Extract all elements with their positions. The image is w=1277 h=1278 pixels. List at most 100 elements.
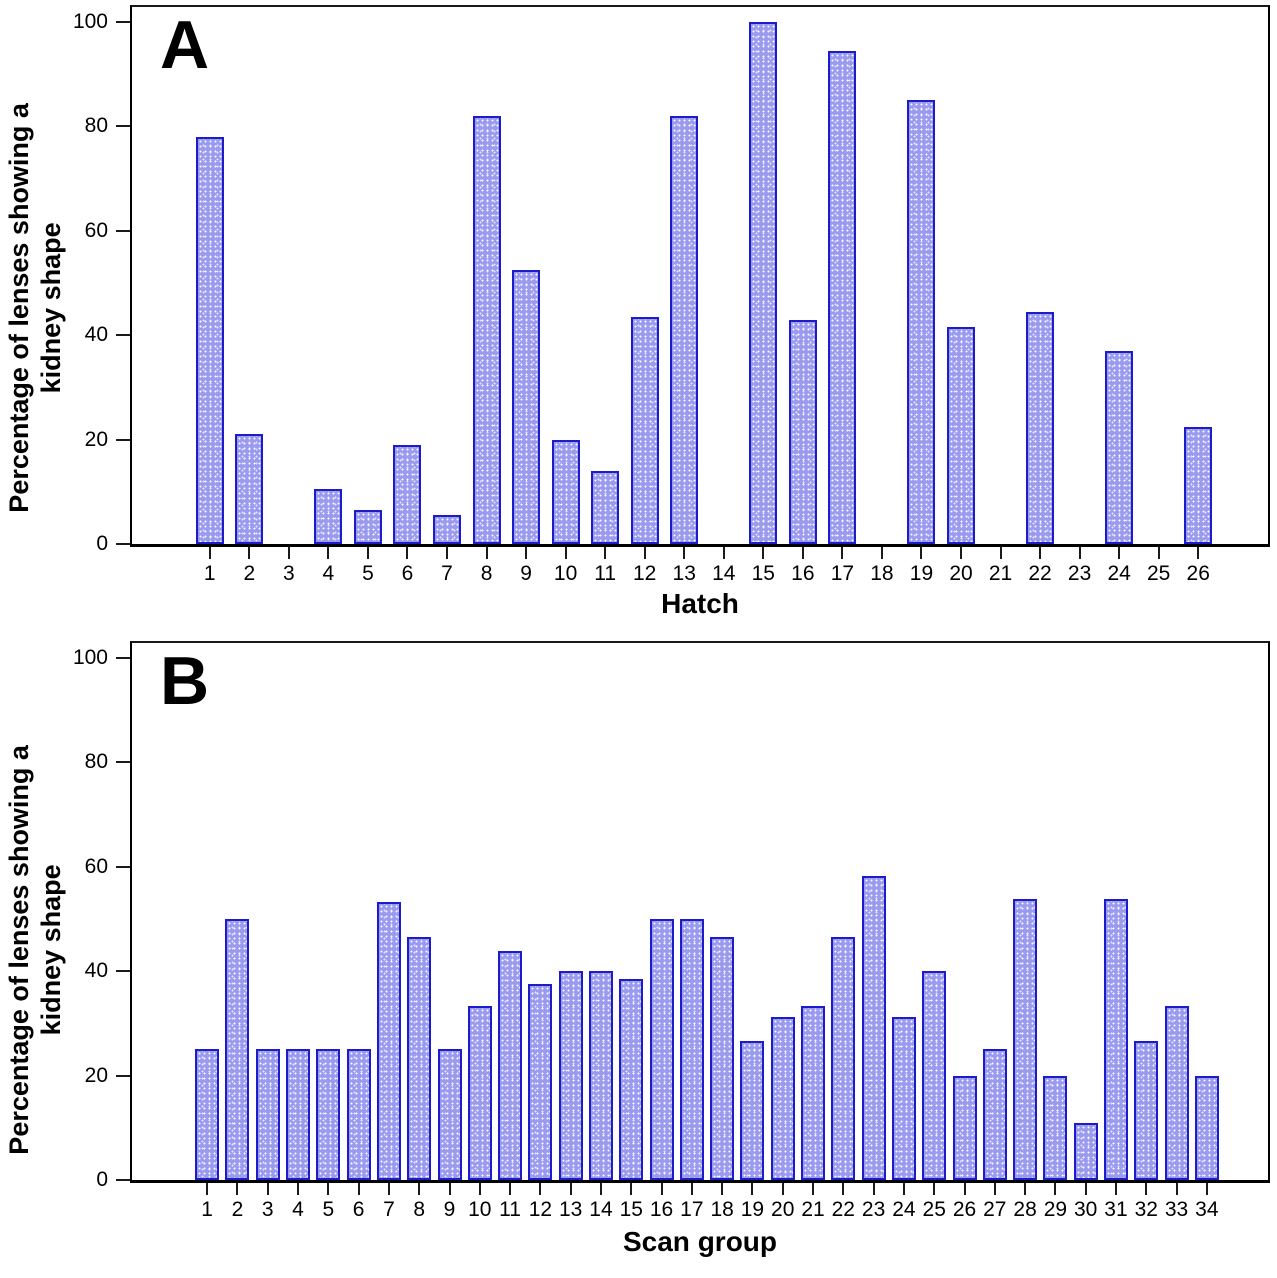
x-tick	[1039, 547, 1042, 559]
y-axis-title-line2: kidney shape	[36, 864, 66, 1036]
panel-b: Percentage of lenses showing a kidney sh…	[0, 630, 1277, 1278]
x-tick	[287, 547, 290, 559]
x-tick	[683, 547, 686, 559]
x-tick-label: 12	[528, 1198, 553, 1221]
y-axis-title-line1: Percentage of lenses showing a	[4, 745, 35, 1155]
x-tick-label: 15	[619, 1198, 643, 1221]
bar	[710, 937, 735, 1180]
bar	[1103, 899, 1128, 1180]
bar	[528, 984, 553, 1180]
x-tick-label: 25	[922, 1198, 946, 1221]
x-tick-label: 16	[791, 562, 815, 585]
y-tick	[116, 657, 130, 659]
bar	[670, 116, 699, 544]
x-tick	[880, 547, 883, 559]
x-tick-label: 8	[413, 1198, 426, 1221]
bar	[376, 902, 401, 1180]
bar	[472, 116, 501, 544]
x-tick	[812, 1183, 815, 1195]
y-tick-label: 20	[84, 427, 108, 451]
x-tick	[418, 1183, 421, 1195]
bar	[286, 1049, 311, 1180]
x-tick	[690, 1183, 693, 1195]
x-tick-label: 5	[362, 562, 374, 585]
x-tick	[630, 1183, 633, 1195]
x-tick-label: 32	[1134, 1198, 1158, 1221]
x-tick-label: 19	[909, 562, 934, 585]
bar	[407, 937, 432, 1180]
bar	[1194, 1076, 1219, 1180]
bar	[195, 1049, 220, 1180]
x-tick-label: 13	[672, 562, 696, 585]
x-tick-label: 1	[201, 1198, 213, 1221]
y-tick-label: 20	[84, 1063, 108, 1087]
x-tick-label: 14	[712, 562, 736, 585]
bar	[1164, 1006, 1189, 1180]
x-tick-label: 20	[771, 1198, 795, 1221]
bar	[1013, 899, 1038, 1180]
y-tick	[116, 1179, 130, 1181]
x-tick	[236, 1183, 239, 1195]
x-tick-label: 11	[594, 562, 617, 585]
bar	[952, 1076, 977, 1180]
bar	[346, 1049, 371, 1180]
x-tick	[485, 547, 488, 559]
panel-letter-a: A	[160, 7, 211, 83]
x-tick-label: 24	[892, 1198, 916, 1221]
x-tick	[406, 547, 409, 559]
bar	[433, 515, 461, 544]
bar	[1073, 1123, 1098, 1180]
x-tick	[963, 1183, 966, 1195]
y-axis-title-line1: Percentage of lenses showing a	[4, 103, 35, 513]
y-axis-title-line2: kidney shape	[36, 222, 66, 394]
y-tick	[116, 125, 130, 128]
y-tick-label: 80	[84, 750, 108, 774]
x-tick-label: 11	[499, 1198, 521, 1221]
x-tick-label: 2	[231, 1198, 244, 1221]
y-tick-label: 60	[84, 218, 108, 242]
y-tick-label: 0	[96, 532, 108, 555]
x-tick-label: 24	[1107, 562, 1131, 585]
bar	[1184, 427, 1213, 544]
x-tick	[1157, 547, 1160, 559]
x-tick-label: 31	[1104, 1198, 1128, 1221]
x-tick	[902, 1183, 905, 1195]
x-tick	[509, 1183, 512, 1195]
x-tick	[751, 1183, 754, 1195]
bar	[1026, 312, 1055, 544]
x-tick-label: 28	[1013, 1198, 1037, 1221]
y-tick	[116, 970, 130, 973]
x-tick-label: 25	[1147, 562, 1171, 585]
bar	[255, 1049, 280, 1180]
bar	[861, 876, 886, 1180]
x-tick	[1175, 1183, 1178, 1195]
bar	[225, 919, 250, 1180]
bar	[630, 317, 659, 544]
x-tick	[781, 1183, 784, 1195]
bar	[788, 320, 817, 544]
bar	[982, 1049, 1007, 1180]
x-tick-label: 4	[322, 562, 335, 585]
x-tick	[872, 1183, 875, 1195]
x-tick	[208, 547, 211, 559]
x-tick-label: 4	[292, 1198, 304, 1221]
panel-letter-b: B	[160, 643, 211, 719]
x-tick	[1114, 1183, 1117, 1195]
x-tick-label: 26	[1186, 562, 1210, 585]
x-tick-label: 19	[740, 1198, 765, 1221]
x-axis-title-a: Hatch	[661, 588, 739, 619]
x-tick-label: 3	[283, 562, 295, 585]
bar	[891, 1017, 916, 1180]
bar	[801, 1006, 826, 1180]
x-tick	[1197, 547, 1200, 559]
plot-area-a: A	[130, 5, 1270, 547]
x-tick	[446, 547, 448, 559]
x-tick	[1078, 547, 1081, 559]
y-tick	[116, 543, 130, 545]
x-tick-label: 23	[1067, 562, 1092, 585]
bar	[314, 489, 343, 544]
y-tick	[116, 865, 130, 868]
bar	[498, 951, 523, 1180]
x-tick-label: 14	[589, 1198, 613, 1221]
